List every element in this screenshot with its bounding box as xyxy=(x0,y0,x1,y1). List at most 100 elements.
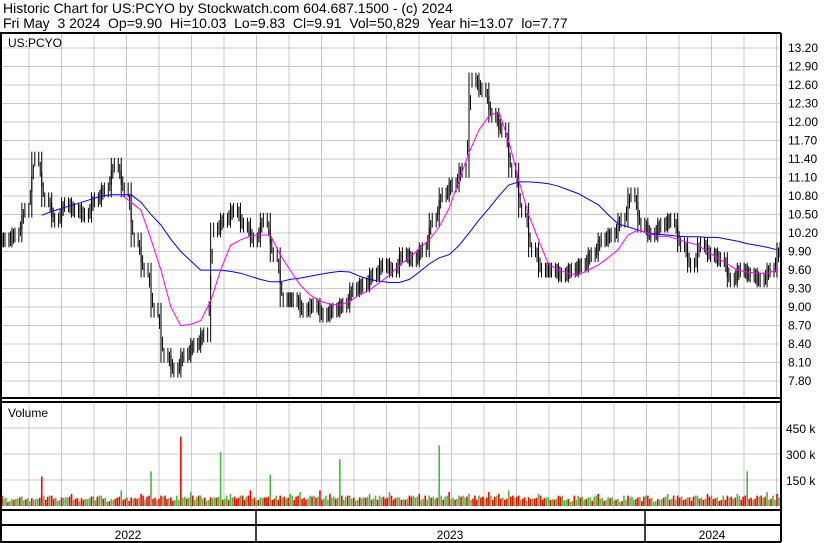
volume-bar xyxy=(337,497,339,506)
volume-bar xyxy=(533,498,536,506)
volume-bar xyxy=(382,496,385,506)
price-tick-label: 8.70 xyxy=(788,319,812,333)
volume-bar xyxy=(551,499,554,506)
volume-bar xyxy=(144,499,146,506)
volume-bar xyxy=(299,492,301,506)
volume-bar xyxy=(348,495,351,506)
volume-bar xyxy=(168,498,170,506)
volume-bar xyxy=(478,495,480,506)
volume-bar xyxy=(287,497,289,506)
volume-bar xyxy=(88,498,91,506)
volume-bar xyxy=(114,499,117,506)
volume-bar xyxy=(243,499,246,506)
volume-bar xyxy=(162,496,164,506)
volume-bar xyxy=(331,497,333,506)
volume-bar xyxy=(436,497,438,506)
volume-bar xyxy=(213,497,216,506)
volume-bar xyxy=(561,495,564,506)
volume-bar xyxy=(235,498,238,506)
volume-bar xyxy=(770,498,772,506)
volume-bar xyxy=(350,498,353,506)
volume-bar xyxy=(601,497,603,506)
volume-bar xyxy=(686,497,689,506)
volume-bar xyxy=(203,497,206,506)
volume-bar xyxy=(158,498,160,506)
volume-bar xyxy=(325,495,327,506)
volume-bar xyxy=(476,499,478,506)
volume-bar xyxy=(776,493,778,506)
volume-bar xyxy=(388,492,391,506)
symbol-label: US:PCYO xyxy=(8,36,62,50)
volume-bar xyxy=(25,499,27,506)
volume-bar xyxy=(100,495,103,506)
volume-bar xyxy=(446,495,448,506)
volume-bar xyxy=(656,499,659,506)
volume-bar xyxy=(414,497,417,506)
volume-bar xyxy=(195,496,198,506)
volume-bar xyxy=(672,495,675,506)
volume-bar xyxy=(52,498,55,506)
volume-bar xyxy=(319,490,321,506)
volume-bar xyxy=(267,496,270,506)
volume-bar xyxy=(221,499,224,506)
volume-bar xyxy=(11,499,13,506)
volume-bar xyxy=(468,493,470,506)
volume-bar xyxy=(174,499,176,506)
volume-bar xyxy=(706,493,709,506)
volume-bar xyxy=(674,499,677,506)
volume-bar xyxy=(72,499,75,506)
volume-bar xyxy=(182,497,184,506)
volume-bar xyxy=(746,471,748,506)
volume-bar xyxy=(704,498,707,506)
volume-label: Volume xyxy=(8,406,48,420)
volume-bar xyxy=(160,495,162,506)
volume-bar xyxy=(490,495,492,506)
volume-tick-label: 150 k xyxy=(786,474,816,488)
volume-bar xyxy=(104,497,107,506)
volume-bar xyxy=(754,498,756,506)
volume-bar xyxy=(378,495,381,506)
volume-bar xyxy=(245,496,248,506)
volume-bar xyxy=(191,495,194,506)
volume-bar xyxy=(199,495,202,506)
volume-bar xyxy=(124,498,127,506)
volume-bar xyxy=(545,497,548,506)
volume-bar xyxy=(309,495,311,506)
volume-bar xyxy=(315,497,317,506)
volume-bar xyxy=(547,497,550,506)
volume-bar xyxy=(13,499,15,506)
volume-bar xyxy=(567,499,570,506)
volume-bar xyxy=(549,499,552,506)
volume-bar xyxy=(311,496,313,506)
volume-bar xyxy=(486,497,488,506)
volume-bar xyxy=(134,498,136,506)
volume-bar xyxy=(722,495,725,506)
price-tick-label: 10.80 xyxy=(788,189,818,203)
volume-bar xyxy=(84,498,87,506)
volume-bar xyxy=(434,498,436,506)
volume-bar xyxy=(452,497,454,506)
volume-bar xyxy=(207,499,210,506)
volume-bar xyxy=(589,497,592,506)
volume-bar xyxy=(497,493,500,506)
volume-bar xyxy=(621,501,623,506)
volume-bar xyxy=(205,500,208,506)
volume-bar xyxy=(537,493,540,506)
volume-bar xyxy=(38,497,41,506)
volume-bar xyxy=(652,501,655,506)
volume-bar xyxy=(116,497,119,506)
volume-bar xyxy=(464,497,466,506)
volume-bar xyxy=(48,495,51,506)
volume-bar xyxy=(480,497,482,506)
volume-bar xyxy=(64,497,67,506)
volume-bar xyxy=(333,496,335,506)
volume-bar xyxy=(19,497,21,506)
volume-bar xyxy=(521,498,524,506)
volume-bar xyxy=(112,499,115,506)
price-tick-label: 12.30 xyxy=(788,97,818,111)
volume-bar xyxy=(239,495,242,506)
volume-bar xyxy=(541,499,544,506)
volume-bar xyxy=(670,498,673,506)
volume-bar xyxy=(110,499,113,506)
